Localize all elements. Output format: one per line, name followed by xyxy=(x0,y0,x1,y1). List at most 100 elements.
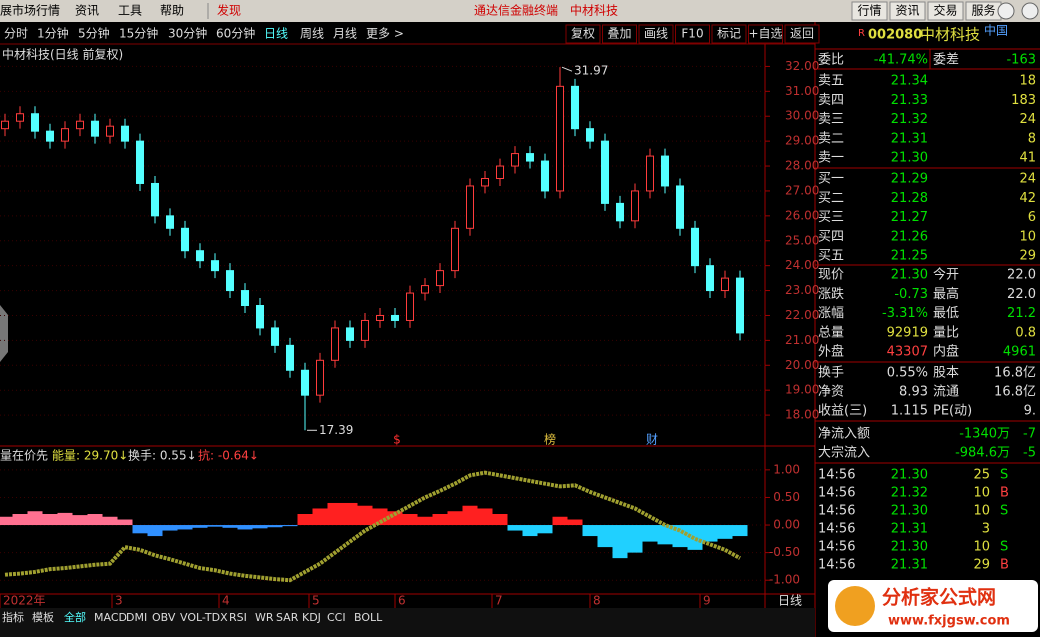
indicator-tab[interactable]: DMI xyxy=(126,611,147,624)
y-tick-label: 19.00 xyxy=(785,383,819,397)
quote-cell: 10 xyxy=(1019,229,1036,244)
period-tab[interactable]: 1分钟 xyxy=(37,26,69,41)
candle-body xyxy=(646,155,654,192)
histogram-bar xyxy=(27,511,43,526)
window-button[interactable] xyxy=(1021,2,1039,20)
window-button[interactable] xyxy=(997,2,1015,20)
period-tab[interactable]: 分时 xyxy=(4,27,28,41)
quote-cell: PE(动) xyxy=(933,404,972,419)
quote-cell: -0.73 xyxy=(894,287,928,302)
period-tab[interactable]: 30分钟 xyxy=(168,26,207,41)
period-tab[interactable]: 5分钟 xyxy=(78,26,110,41)
date-label: 9 xyxy=(703,594,711,608)
menu-button[interactable] xyxy=(851,1,888,21)
histogram-bar xyxy=(282,525,298,527)
quote-cell: 21.32 xyxy=(891,112,928,127)
menu-button-label[interactable]: 交易 xyxy=(933,3,957,18)
candle-body xyxy=(496,165,504,179)
candle-body xyxy=(601,140,609,204)
menu-button-label[interactable]: 服务 xyxy=(971,3,995,18)
tool-button-label[interactable]: F10 xyxy=(681,27,703,41)
quote-cell: 21.30 xyxy=(891,268,928,283)
indicator-tab[interactable]: SAR xyxy=(276,611,299,624)
period-tab[interactable]: 月线 xyxy=(333,27,357,41)
histogram-bar xyxy=(492,514,508,526)
period-tab[interactable]: 60分钟 xyxy=(216,26,255,41)
indicator-tab[interactable]: RSI xyxy=(229,611,247,624)
histogram-bar xyxy=(732,525,748,537)
quote-cell: 换手 xyxy=(818,366,844,381)
indicator-tab[interactable]: CCI xyxy=(327,611,346,624)
tool-button-label[interactable]: 返回 xyxy=(790,27,814,41)
candle-body xyxy=(1,120,9,130)
candle-body xyxy=(631,190,639,222)
indicator-tab[interactable]: WR xyxy=(255,611,274,624)
indicator-tab[interactable]: OBV xyxy=(152,611,176,624)
quote-cell: 净资 xyxy=(818,385,844,400)
tool-button-label[interactable]: 画线 xyxy=(644,27,668,41)
tool-button-label[interactable]: 叠加 xyxy=(607,27,631,41)
tool-button[interactable] xyxy=(784,24,820,44)
indicator-tab[interactable]: KDJ xyxy=(302,611,321,624)
menu-button[interactable] xyxy=(889,1,926,21)
tool-button[interactable] xyxy=(711,24,747,44)
quote-cell: 21.31 xyxy=(891,558,928,573)
menu-button-label[interactable]: 行情 xyxy=(857,4,881,18)
period-tab[interactable]: 更多 > xyxy=(366,27,404,41)
histogram-bar xyxy=(417,516,433,526)
histogram-bar xyxy=(12,514,28,526)
tool-button[interactable] xyxy=(638,24,674,44)
period-tab[interactable]: 周线 xyxy=(300,27,324,41)
quote-cell: -1340万 xyxy=(959,427,1010,442)
menu-item[interactable]: 展市场行情 xyxy=(0,3,60,18)
indicator-tab[interactable]: BOLL xyxy=(354,611,383,624)
tool-button[interactable] xyxy=(675,24,710,44)
tool-button-label[interactable]: 标记 xyxy=(717,27,741,41)
menu-item[interactable]: 资讯 xyxy=(75,4,99,18)
candle-body xyxy=(61,128,69,142)
tool-button[interactable] xyxy=(602,24,637,44)
indicator-tab[interactable]: 指标 xyxy=(2,610,24,624)
histogram-bar xyxy=(507,525,523,531)
period-tab[interactable]: 日线 xyxy=(264,27,288,41)
candle-body xyxy=(376,314,384,321)
y-tick-label: -0.50 xyxy=(769,545,800,559)
flag: R xyxy=(858,28,865,39)
candle-body xyxy=(541,160,549,192)
indicator-tab[interactable]: 模板 xyxy=(32,610,54,624)
tool-button[interactable] xyxy=(748,24,783,44)
quote-cell: 买五 xyxy=(818,249,844,264)
menu-button[interactable] xyxy=(927,1,964,21)
quote-cell: 24 xyxy=(1019,112,1036,127)
quote-cell: 卖五 xyxy=(818,74,844,89)
histogram-bar xyxy=(402,514,418,526)
menu-button-label[interactable]: 资讯 xyxy=(895,4,919,18)
quote-cell: S xyxy=(1000,468,1008,483)
quote-cell: 29 xyxy=(1019,249,1036,264)
candle-body xyxy=(676,185,684,229)
quote-cell: 涨幅 xyxy=(818,306,844,321)
menu-item[interactable]: 发现 xyxy=(217,3,241,18)
y-tick-label: 18.00 xyxy=(785,408,819,422)
quote-cell: 买一 xyxy=(818,172,844,187)
quote-cell: 委差 xyxy=(933,53,959,68)
tool-button-label[interactable]: +自选 xyxy=(748,27,782,41)
histogram-bar xyxy=(687,525,703,550)
period-tab[interactable]: 15分钟 xyxy=(119,26,158,41)
indicator-tab[interactable]: VOL-TDX xyxy=(180,611,228,624)
indicator-tab[interactable]: MACD xyxy=(94,611,127,624)
histogram-bar xyxy=(582,525,598,537)
y-tick-label: 24.00 xyxy=(785,258,819,272)
tool-button-label[interactable]: 复权 xyxy=(571,27,595,41)
quote-cell: 外盘 xyxy=(818,344,844,360)
stock-tag: 中国 xyxy=(984,23,1008,38)
y-tick-label: -1.00 xyxy=(769,573,800,587)
quote-cell: 16.8亿 xyxy=(994,366,1036,381)
tool-button[interactable] xyxy=(565,24,601,44)
menu-item[interactable]: 工具 xyxy=(118,4,142,18)
logo-icon xyxy=(835,586,875,626)
candle-body xyxy=(586,128,594,142)
menu-item[interactable]: 帮助 xyxy=(160,4,184,18)
quote-cell: 0.8 xyxy=(1015,325,1036,340)
indicator-tab[interactable]: 全部 xyxy=(64,610,86,624)
